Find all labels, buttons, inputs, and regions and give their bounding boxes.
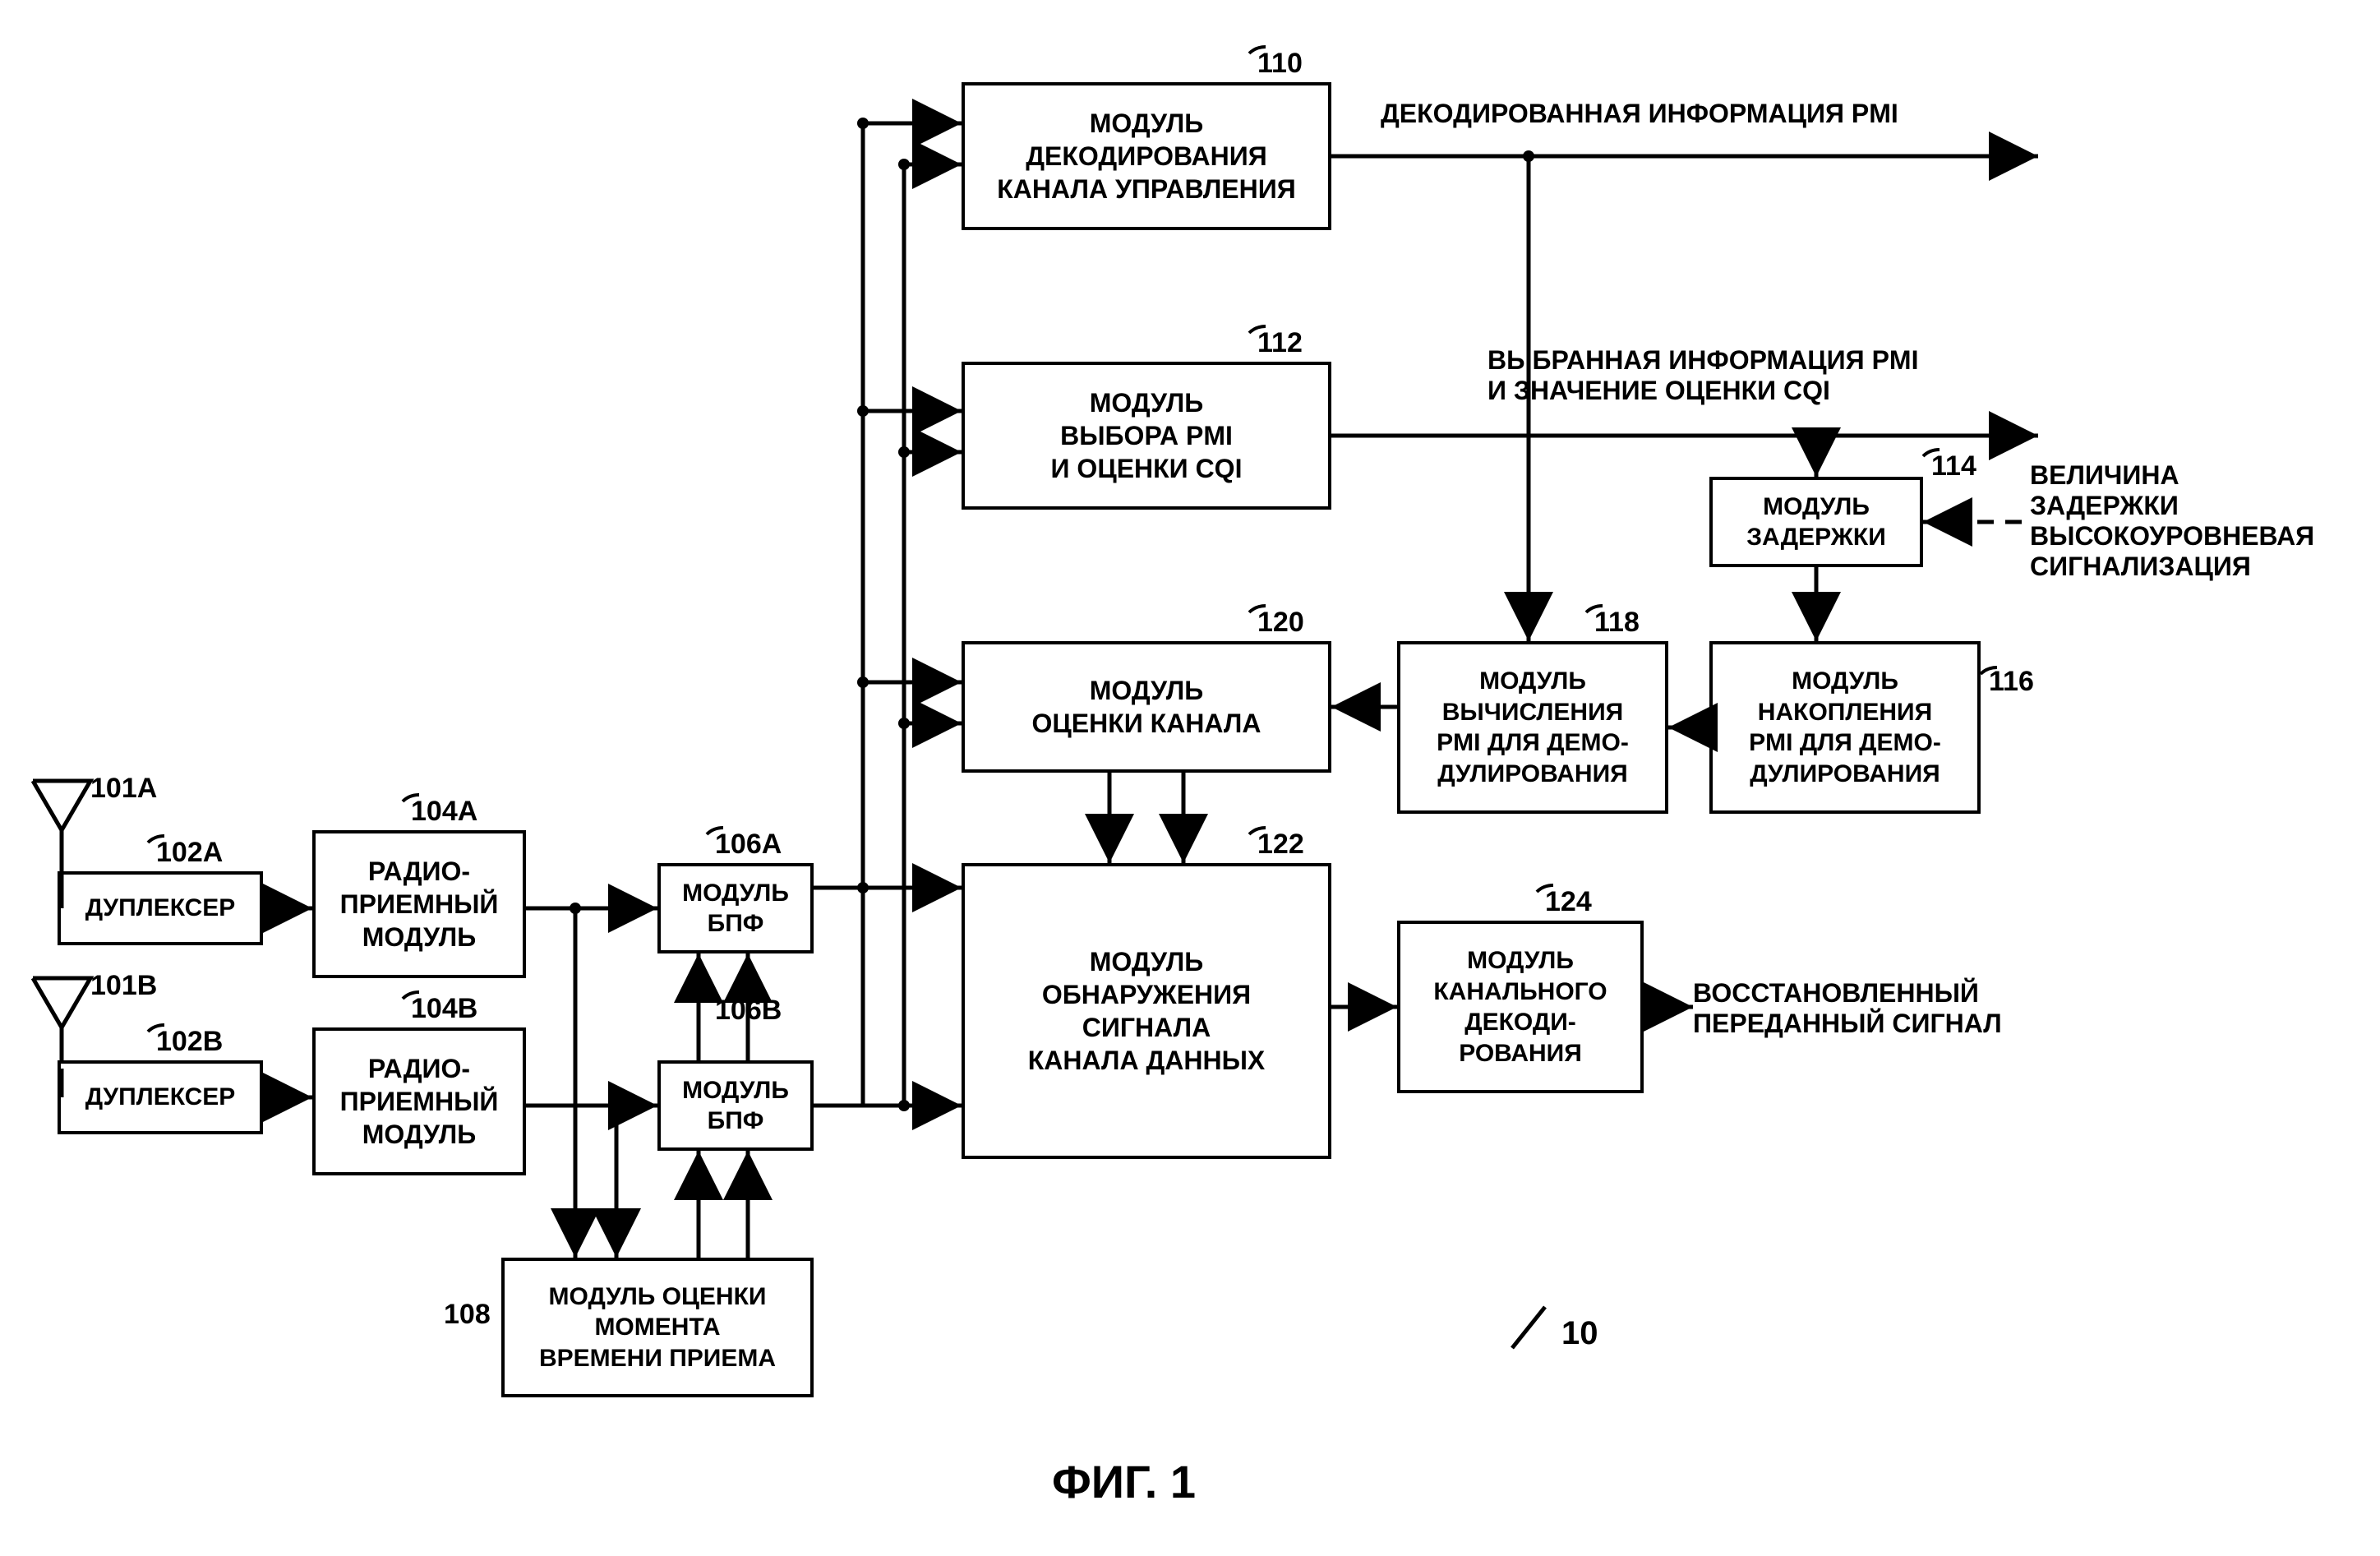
delay-module: МОДУЛЬ ЗАДЕРЖКИ (1709, 477, 1923, 567)
antenna-b-icon (25, 970, 99, 1069)
chan-dec-text: МОДУЛЬ КАНАЛЬНОГО ДЕКОДИ- РОВАНИЯ (1433, 945, 1607, 1069)
antenna-a-ref: 101A (90, 773, 157, 805)
figure-caption: ФИГ. 1 (1052, 1455, 1196, 1508)
detect-text: МОДУЛЬ ОБНАРУЖЕНИЯ СИГНАЛА КАНАЛА ДАННЫХ (1028, 945, 1266, 1077)
decoded-pmi-label: ДЕКОДИРОВАННАЯ ИНФОРМАЦИЯ PMI (1381, 99, 1898, 129)
duplexer-a-text: ДУПЛЕКСЕР (85, 893, 236, 924)
pmi-calc: МОДУЛЬ ВЫЧИСЛЕНИЯ PMI ДЛЯ ДЕМО- ДУЛИРОВА… (1397, 641, 1668, 814)
delay-ref: 114 (1931, 450, 1976, 482)
pmi-cqi-select: МОДУЛЬ ВЫБОРА PMI И ОЦЕНКИ CQI (962, 362, 1331, 510)
channel-est: МОДУЛЬ ОЦЕНКИ КАНАЛА (962, 641, 1331, 773)
pmi-calc-ref: 118 (1594, 607, 1640, 639)
rx-a-text: РАДИО- ПРИЕМНЫЙ МОДУЛЬ (340, 855, 499, 953)
rx-module-a: РАДИО- ПРИЕМНЫЙ МОДУЛЬ (312, 830, 526, 978)
figure-ref-marker: 10 (1561, 1315, 1598, 1352)
rx-b-ref: 104B (411, 993, 477, 1025)
delay-in-label: ВЕЛИЧИНА ЗАДЕРЖКИ ВЫСОКОУРОВНЕВАЯ СИГНАЛ… (2030, 460, 2314, 582)
pmi-cqi-text: МОДУЛЬ ВЫБОРА PMI И ОЦЕНКИ CQI (1051, 386, 1243, 485)
pmi-calc-text: МОДУЛЬ ВЫЧИСЛЕНИЯ PMI ДЛЯ ДЕМО- ДУЛИРОВА… (1437, 666, 1629, 789)
ctrl-dec-text: МОДУЛЬ ДЕКОДИРОВАНИЯ КАНАЛА УПРАВЛЕНИЯ (997, 107, 1295, 205)
pmi-accum: МОДУЛЬ НАКОПЛЕНИЯ PMI ДЛЯ ДЕМО- ДУЛИРОВА… (1709, 641, 1981, 814)
duplexer-b: ДУПЛЕКСЕР (58, 1060, 263, 1134)
connections (0, 0, 2380, 1556)
fft-a: МОДУЛЬ БПФ (657, 863, 814, 953)
recovered-label: ВОССТАНОВЛЕННЫЙ ПЕРЕДАННЫЙ СИГНАЛ (1693, 978, 2002, 1039)
timing-text: МОДУЛЬ ОЦЕНКИ МОМЕНТА ВРЕМЕНИ ПРИЕМА (539, 1281, 776, 1374)
rx-module-b: РАДИО- ПРИЕМНЫЙ МОДУЛЬ (312, 1027, 526, 1175)
duplexer-b-ref: 102B (156, 1026, 223, 1058)
timing-ref: 108 (444, 1299, 491, 1331)
antenna-b-ref: 101B (90, 970, 157, 1002)
detect-ref: 122 (1257, 829, 1304, 861)
selected-pmi-label: ВЫБРАННАЯ ИНФОРМАЦИЯ PMI И ЗНАЧЕНИЕ ОЦЕН… (1488, 345, 1918, 406)
chan-dec-ref: 124 (1545, 886, 1592, 918)
channel-decoder: МОДУЛЬ КАНАЛЬНОГО ДЕКОДИ- РОВАНИЯ (1397, 921, 1644, 1093)
pmi-cqi-ref: 112 (1257, 327, 1303, 359)
chan-est-ref: 120 (1257, 607, 1304, 639)
delay-text: МОДУЛЬ ЗАДЕРЖКИ (1746, 492, 1886, 553)
rx-b-text: РАДИО- ПРИЕМНЫЙ МОДУЛЬ (340, 1052, 499, 1151)
accum-ref: 116 (1989, 666, 2034, 698)
fft-b: МОДУЛЬ БПФ (657, 1060, 814, 1151)
antenna-a-icon (25, 773, 99, 871)
fft-a-ref: 106A (715, 829, 782, 861)
accum-text: МОДУЛЬ НАКОПЛЕНИЯ PMI ДЛЯ ДЕМО- ДУЛИРОВА… (1749, 666, 1941, 789)
chan-est-text: МОДУЛЬ ОЦЕНКИ КАНАЛА (1032, 674, 1261, 740)
fft-a-text: МОДУЛЬ БПФ (682, 878, 789, 940)
rx-a-ref: 104A (411, 796, 477, 828)
duplexer-a: ДУПЛЕКСЕР (58, 871, 263, 945)
duplexer-a-ref: 102A (156, 837, 223, 869)
signal-detect: МОДУЛЬ ОБНАРУЖЕНИЯ СИГНАЛА КАНАЛА ДАННЫХ (962, 863, 1331, 1159)
fft-b-text: МОДУЛЬ БПФ (682, 1075, 789, 1137)
duplexer-b-text: ДУПЛЕКСЕР (85, 1082, 236, 1113)
ctrl-dec-ref: 110 (1257, 48, 1303, 80)
ctrl-decoder: МОДУЛЬ ДЕКОДИРОВАНИЯ КАНАЛА УПРАВЛЕНИЯ (962, 82, 1331, 230)
timing-est: МОДУЛЬ ОЦЕНКИ МОМЕНТА ВРЕМЕНИ ПРИЕМА (501, 1258, 814, 1397)
fft-b-ref: 106B (715, 995, 782, 1027)
